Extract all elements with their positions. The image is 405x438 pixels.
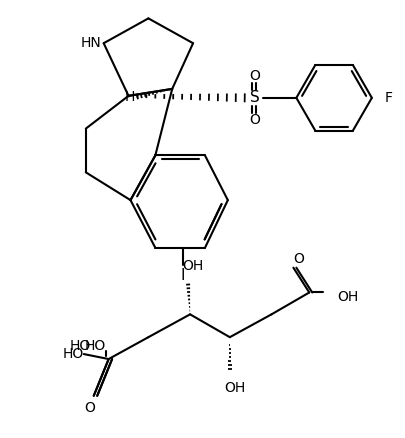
Text: HO: HO — [62, 347, 83, 361]
Text: I: I — [181, 268, 185, 283]
Text: HN: HN — [81, 36, 101, 50]
Text: OH: OH — [182, 258, 203, 272]
Text: HO: HO — [69, 339, 91, 353]
Text: F: F — [384, 91, 392, 105]
Text: O: O — [292, 252, 303, 266]
Text: H: H — [124, 90, 134, 104]
Text: OH: OH — [336, 290, 358, 304]
Text: HO: HO — [84, 339, 105, 353]
Text: O: O — [84, 401, 95, 415]
Text: O: O — [249, 113, 260, 127]
Text: OH: OH — [224, 381, 245, 395]
Text: S: S — [249, 90, 259, 105]
Text: O: O — [249, 69, 260, 83]
